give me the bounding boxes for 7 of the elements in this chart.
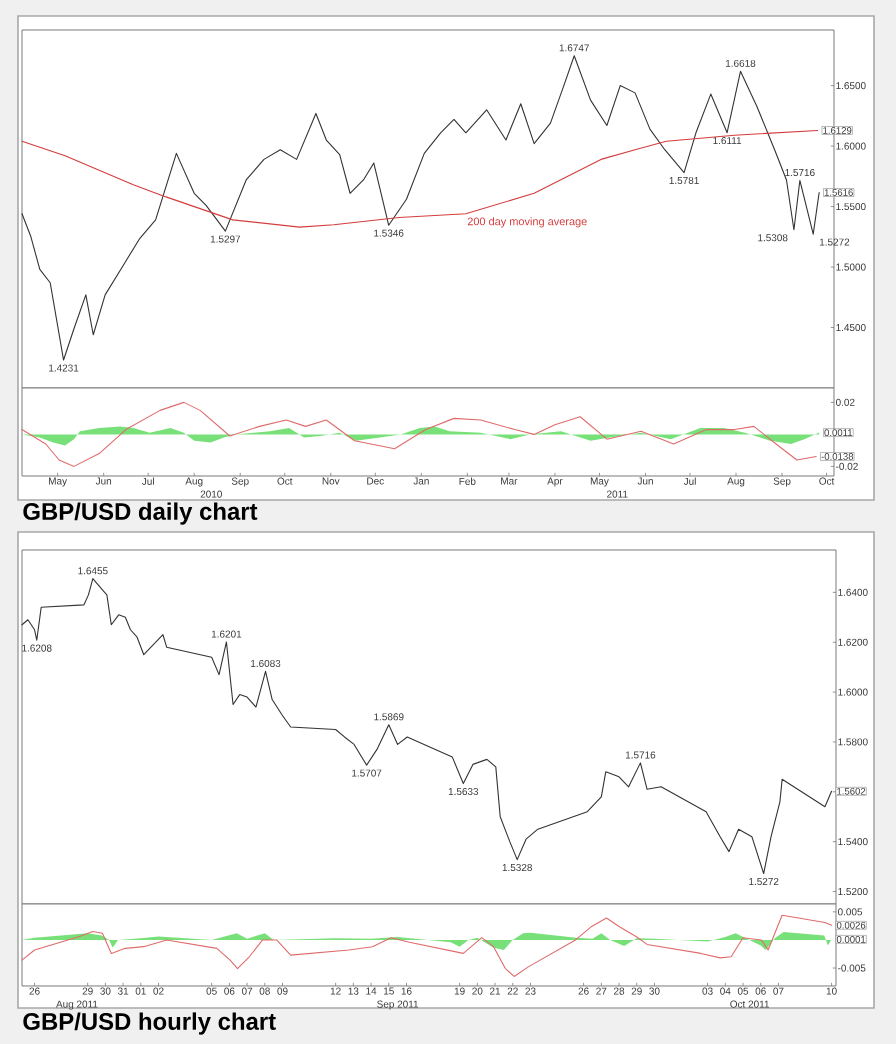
text: GBP/USD hourly chart [23,1012,276,1035]
line-series [21,129,819,228]
text: GBP/USD daily chart [23,502,258,525]
line-series [21,401,817,467]
line-series [21,55,820,361]
line-series [21,914,833,977]
line-series [21,578,833,875]
